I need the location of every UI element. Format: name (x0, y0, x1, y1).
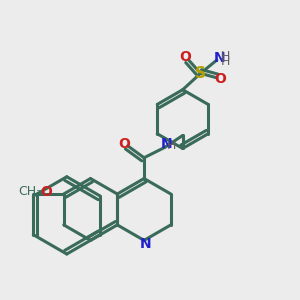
Text: N: N (160, 137, 172, 151)
Text: O: O (214, 72, 226, 86)
Text: N: N (140, 237, 152, 251)
Text: H: H (221, 55, 230, 68)
Text: O: O (180, 50, 192, 64)
Text: H: H (221, 50, 230, 63)
Text: N: N (213, 51, 225, 65)
Text: H: H (167, 139, 176, 152)
Text: S: S (195, 66, 206, 81)
Text: O: O (118, 137, 130, 152)
Text: O: O (40, 184, 52, 199)
Text: CH₃: CH₃ (19, 185, 42, 198)
